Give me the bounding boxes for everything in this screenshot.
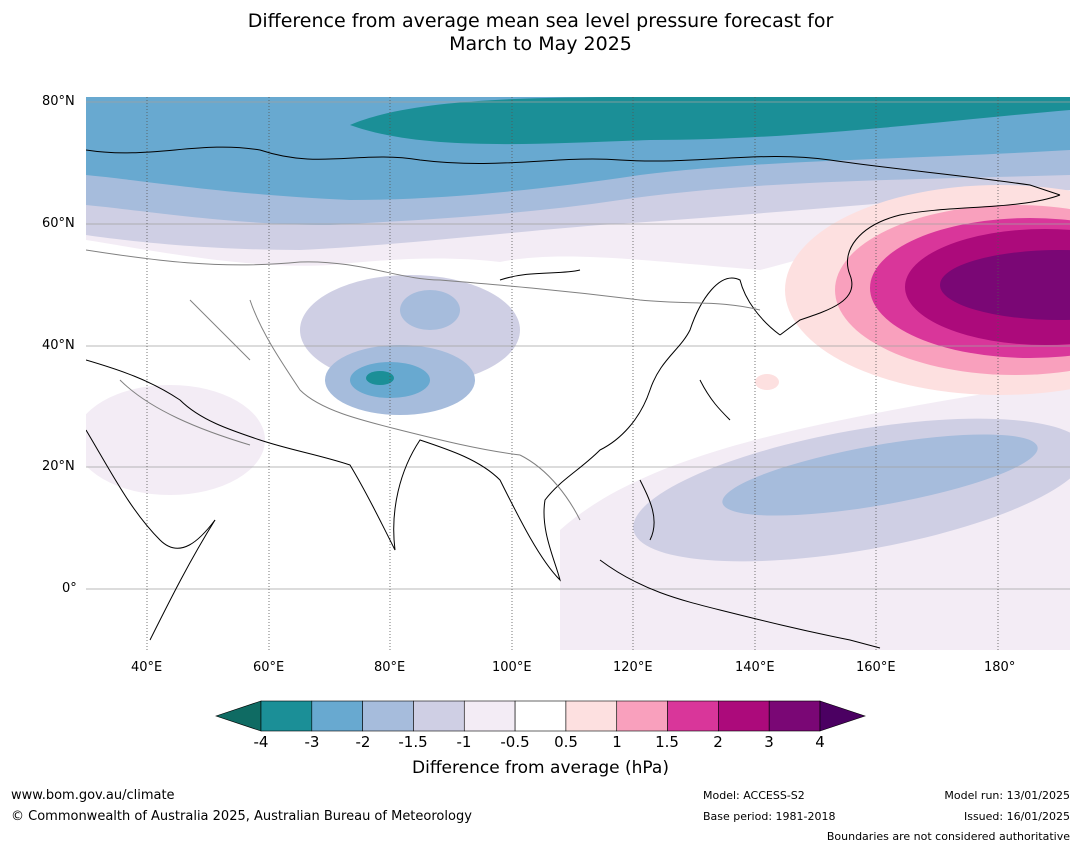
lon-label: 120°E [613,660,653,675]
anomaly-zone [400,290,460,330]
lon-label: 180° [984,660,1016,675]
title-line-2: March to May 2025 [449,33,632,55]
colorbar-bin [413,700,465,732]
colorbar-bin [311,700,363,732]
colorbar-tick-label: -1 [456,733,472,751]
colorbar-tick-label: 2 [713,733,723,751]
footer-disclaimer: Boundaries are not considered authoritat… [826,830,1070,843]
lat-label: 20°N [42,459,75,474]
lon-label: 140°E [735,660,775,675]
colorbar-tick-label: -3 [304,733,320,751]
anomaly-zone [350,97,1070,145]
footer-model: Model: ACCESS-S2 [703,789,805,802]
lat-label: 80°N [42,94,75,109]
anomaly-zone [722,434,1038,516]
colorbar-extend-high [819,700,866,732]
anomaly-zone [86,385,265,495]
footer-model-run: Model run: 13/01/2025 [944,789,1070,802]
title-line-1: Difference from average mean sea level p… [247,10,834,32]
lon-label: 60°E [253,660,285,675]
colorbar-label: Difference from average (hPa) [412,758,669,778]
colorbar-extend-low [215,700,262,732]
colorbar-tick-label: -0.5 [500,733,530,751]
colorbar-bin [667,700,719,732]
colorbar [215,700,866,732]
lon-label: 80°E [374,660,406,675]
anomaly-zone [755,374,779,390]
colorbar-bins [260,700,821,732]
anomaly-zone [366,371,394,385]
anomaly-zone [940,250,1070,320]
colorbar-tick-label: -4 [253,733,269,751]
colorbar-bin [362,700,414,732]
longitude-gridlines [146,97,999,650]
colorbar-tick-label: 1.5 [655,733,679,751]
colorbar-bin [565,700,618,732]
lon-label: 100°E [492,660,532,675]
colorbar-tick-label: 0.5 [554,733,578,751]
colorbar-bin [463,700,516,732]
colorbar-bin [260,700,313,732]
colorbar-tick-label: -2 [355,733,371,751]
footer-issued: Issued: 16/01/2025 [963,810,1070,823]
lon-label: 160°E [856,660,896,675]
lat-label: 0° [62,581,77,596]
footer-copyright: © Commonwealth of Australia 2025, Austra… [11,809,472,824]
colorbar-tick-label: 1 [612,733,622,751]
country-boundaries [86,249,761,521]
footer-base-period: Base period: 1981-2018 [703,810,836,823]
colorbar-bin [718,700,770,732]
colorbar-bin [616,700,668,732]
colorbar-bin [514,700,567,732]
lon-label: 40°E [131,660,163,675]
footer-website: www.bom.gov.au/climate [11,788,175,803]
map-fill-layer [86,97,1070,650]
lat-label: 60°N [42,216,75,231]
lat-label: 40°N [42,338,75,353]
colorbar-tick-label: 4 [815,733,825,751]
colorbar-tick-label: -1.5 [398,733,428,751]
coastlines [86,146,1061,649]
colorbar-bin [768,700,821,732]
latitude-gridlines [86,101,1070,590]
colorbar-tick-label: 3 [764,733,774,751]
chart-title: Difference from average mean sea level p… [0,10,1081,56]
